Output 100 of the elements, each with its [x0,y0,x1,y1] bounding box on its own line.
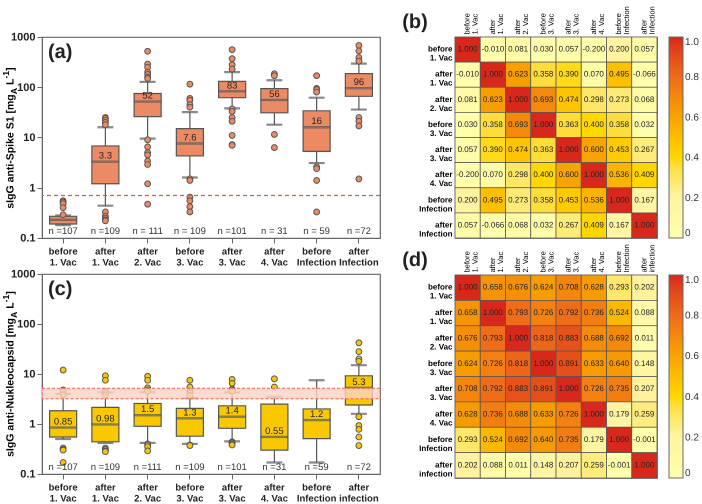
y-tick-label: 10 [23,368,36,380]
data-label: 0.202 [458,460,478,470]
color-bar-label: 0.8 [685,72,700,84]
annotation: n =109 [90,462,120,473]
data-label: 1.000 [533,358,554,368]
data-label: 0.202 [634,282,655,292]
data-label: 1.000 [458,44,478,54]
data-label: 0.088 [482,460,504,470]
data-label: 0.400 [533,170,554,180]
data-label: 0.633 [533,410,554,419]
data-label: 0.390 [558,70,580,79]
data-label: 0.735 [609,384,630,394]
data-label: 1.000 [458,282,478,292]
data-label: 0.293 [458,434,478,444]
chart-title: (d) [402,249,428,271]
data-label: 0.495 [609,70,630,79]
data-label: 0.068 [508,220,529,230]
data-label: 0.624 [533,282,554,292]
data-label: 0.267 [634,145,655,154]
data-label: 0.259 [584,460,604,470]
color-bar-label: 0.6 [685,351,700,362]
data-label: 0.267 [558,220,580,230]
data-label: 0.628 [584,282,604,292]
y-tick-label: 0.1 [20,468,36,480]
data-label: 0.708 [558,282,580,292]
annotation: n = 31 [261,226,288,237]
data-label: 1.000 [609,434,630,444]
data-label: 0.179 [609,410,630,419]
text: 0.85 [54,416,72,428]
data-label: 0.658 [482,282,504,292]
data-label: 0.032 [533,220,554,230]
text: 52 [142,90,153,102]
data-label: 1.000 [508,333,529,342]
data-label: 0.358 [533,195,554,204]
x-tick-label: after infection [339,482,379,504]
y-tick-label: after Infection [419,220,453,238]
data-label: 0.057 [558,44,580,54]
text: 1.4 [226,406,239,417]
data-label: 0.676 [458,333,478,342]
text: 83 [226,80,238,92]
y-tick-label: 0.1 [20,232,36,244]
data-label: 0.200 [458,195,478,204]
annotation: n = 109 [174,226,206,237]
data-label: -0.010 [482,44,505,54]
x-tick-label: after 1. Vac [92,482,119,504]
data-label: 0.081 [508,44,529,54]
data-label: 0.068 [634,94,655,104]
data-label: 0.640 [533,434,554,444]
data-label: 0.474 [558,94,580,104]
data-label: 1.000 [558,145,580,154]
y-tick-label: after 1. Vac [430,70,454,88]
y-tick-label: 100 [17,82,36,94]
data-label: 0.792 [482,384,504,394]
y-tick-label: after infection [419,460,453,478]
text: 1.2 [310,409,324,420]
x-tick-label: after 3. Vac [218,246,246,268]
color-bar-label: 0.2 [685,192,700,204]
annotation: n =72 [346,226,371,237]
x-tick-label: after 3. Vac [218,482,246,504]
color-bar-label: 1.0 [685,275,700,286]
y-tick-label: before 1. Vac [428,44,454,63]
data-label: 0.148 [533,460,554,470]
text: 5.3 [352,376,366,388]
annotation: n =101 [217,462,247,473]
y-tick-label: after 4. Vac [430,410,454,428]
data-label: 1.000 [584,170,604,180]
y-tick-label: after 1. Vac [430,308,454,326]
data-label: 0.057 [458,220,478,230]
x-tick-label: before Infection [296,482,337,504]
data-label: 0.693 [533,94,554,104]
data-label: 0.736 [482,410,504,419]
data-label: 0.735 [558,434,580,444]
x-tick-label: before 3. Vac [175,246,204,268]
data-label: 0.298 [508,170,529,180]
data-label: 0.453 [609,145,630,154]
data-label: 0.400 [584,120,604,129]
annotation: n =107 [48,462,78,473]
annotation: n =107 [48,226,78,237]
x-tick-label: before 3. Vac [175,482,204,504]
data-label: -0.010 [456,70,480,79]
data-label: 0.640 [609,358,630,368]
data-label: 0.011 [508,460,528,470]
y-tick-label: 1000 [11,32,36,44]
data-label: 0.057 [634,44,655,54]
data-label: 0.358 [533,70,554,79]
data-label: 0.474 [508,145,529,154]
data-label: -0.001 [633,434,656,444]
data-label: 0.688 [508,410,529,419]
data-label: 0.293 [609,282,630,292]
annotation: n =111 [134,462,162,473]
data-label: 0.409 [584,220,604,230]
data-label: 0.792 [558,308,580,318]
annotation: n =59 [304,462,329,473]
color-bar-label: 1.0 [685,37,700,48]
data-label: -0.200 [456,170,480,180]
y-tick-label: 1 [29,182,36,194]
data-label: -0.200 [582,44,606,54]
annotation: n = 111 [132,226,163,237]
text: 3.3 [98,150,112,162]
color-bar-label: 0.6 [685,112,700,124]
